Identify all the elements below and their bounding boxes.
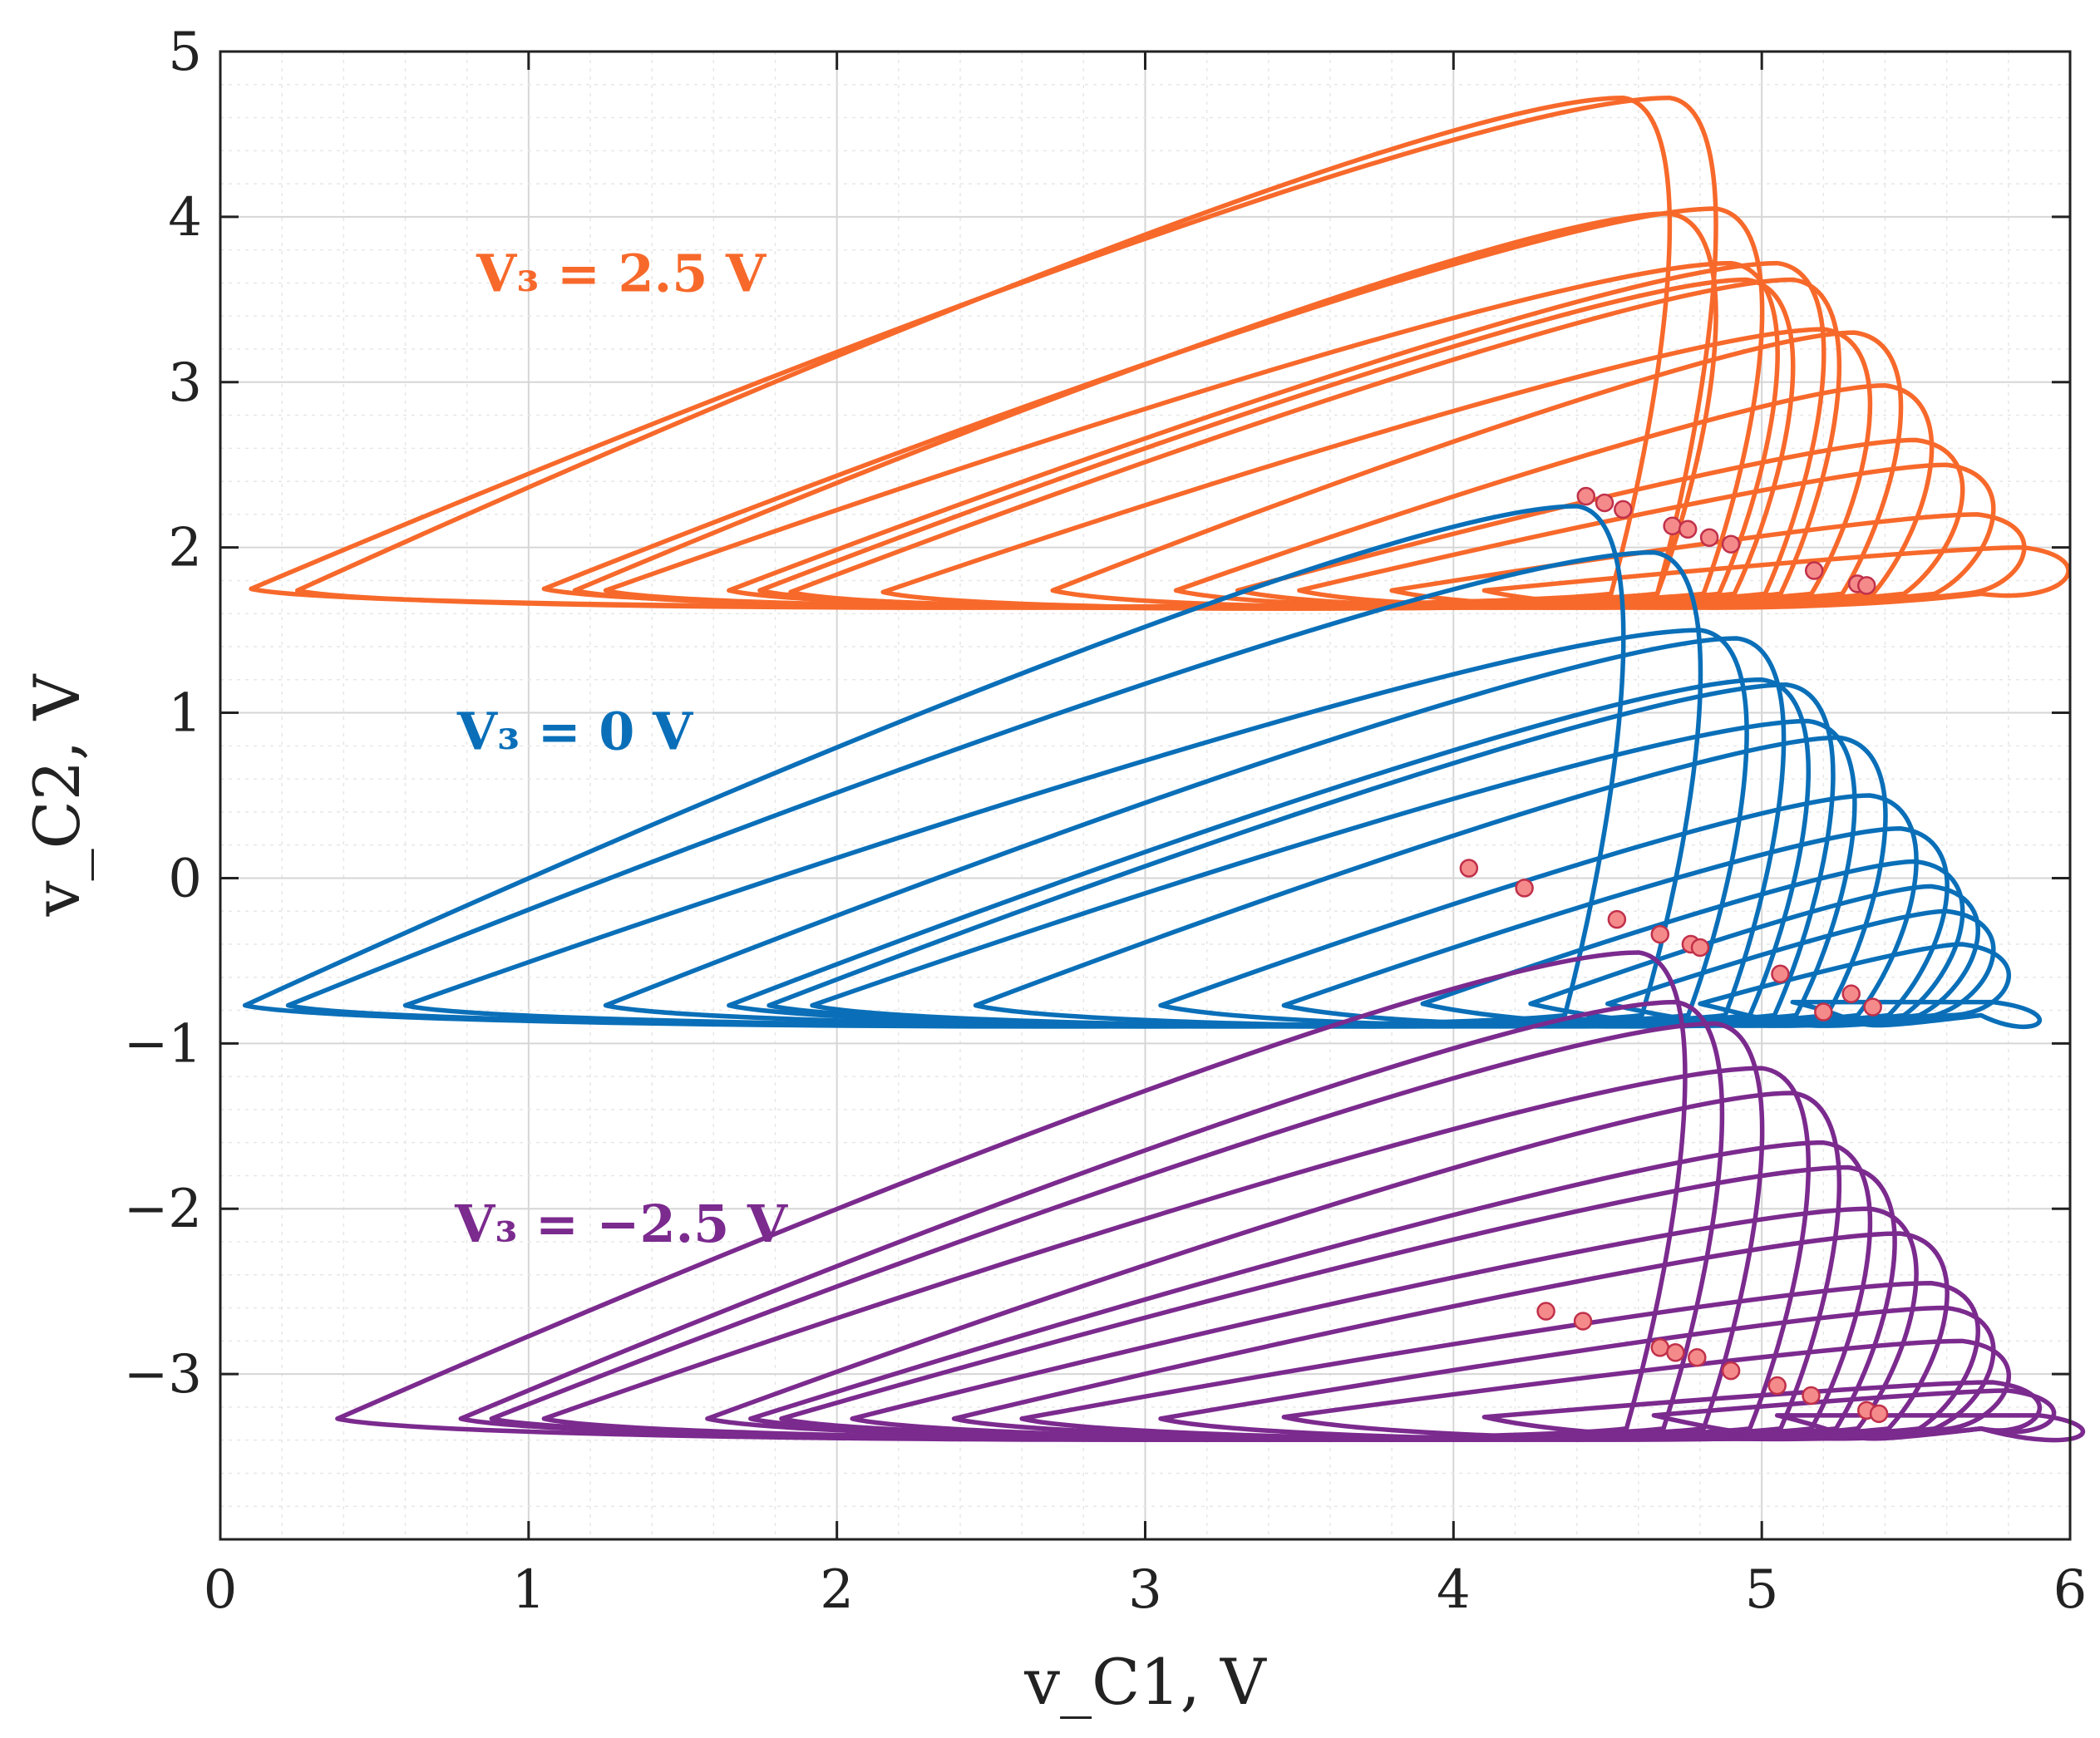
- x-tick-label: 3: [1128, 1559, 1162, 1621]
- y-tick-label: 1: [168, 683, 202, 745]
- y-axis-label: v_C2, V: [20, 674, 94, 918]
- y-tick-label: 4: [168, 187, 202, 249]
- marker-layer: [1459, 486, 1889, 1424]
- poincare-marker: [1650, 1338, 1670, 1357]
- poincare-marker: [1459, 859, 1479, 878]
- trajectory-loop: [880, 327, 1873, 611]
- poincare-marker: [1515, 879, 1534, 898]
- x-tick-label: 0: [204, 1559, 238, 1621]
- trajectory-loop: [1019, 1280, 1980, 1442]
- y-tick-label: −3: [124, 1344, 202, 1406]
- poincare-marker: [1814, 1002, 1833, 1022]
- trajectory-loop: [810, 718, 1857, 1029]
- poincare-marker: [1688, 1347, 1707, 1367]
- poincare-marker: [1802, 1386, 1821, 1406]
- trajectory-loop: [242, 504, 1626, 1029]
- poincare-marker: [1863, 997, 1882, 1017]
- poincare-marker: [1721, 1361, 1741, 1381]
- y-tick-label: 2: [168, 518, 202, 579]
- poincare-marker: [1666, 1343, 1685, 1362]
- poincare-marker: [1573, 1312, 1593, 1331]
- trajectory-loop: [402, 628, 1749, 1029]
- trajectory-loop: [1158, 1305, 1996, 1442]
- x-tick-label: 2: [820, 1559, 854, 1621]
- poincare-marker: [1857, 576, 1876, 595]
- y-tick-label: −1: [124, 1013, 202, 1075]
- tick-layer: 0 1 2 3 4 5 6 −3 −2 −1 0 1 2 3 4 5: [124, 22, 2088, 1621]
- series-2: [335, 950, 2086, 1443]
- trajectory-loop: [249, 95, 1718, 609]
- trajectory-loop: [1605, 908, 1996, 1028]
- trajectory-loop: [1281, 826, 1950, 1029]
- trajectory-loop: [973, 735, 1888, 1029]
- poincare-marker: [1690, 938, 1710, 958]
- series-annotation: V₃ = 2.5 V: [476, 244, 767, 304]
- trajectory-loop: [1698, 942, 2011, 1028]
- poincare-marker: [1699, 528, 1719, 547]
- poincare-marker: [1595, 493, 1614, 513]
- y-tick-label: 5: [168, 22, 202, 83]
- poincare-marker: [1771, 964, 1790, 984]
- series-1: [242, 504, 2043, 1030]
- label-layer: V₃ = 2.5 V V₃ = 0 V V₃ = −2.5 V v_C1, V v_C2…: [20, 244, 1267, 1720]
- poincare-marker: [1721, 534, 1741, 554]
- x-axis-label: v_C1, V: [1023, 1645, 1267, 1719]
- series-annotation: V₃ = 0 V: [456, 701, 693, 761]
- x-tick-label: 5: [1745, 1559, 1779, 1621]
- poincare-marker: [1607, 909, 1627, 929]
- x-tick-label: 6: [2053, 1559, 2088, 1621]
- y-tick-label: 0: [168, 848, 202, 909]
- y-tick-label: −2: [124, 1179, 202, 1240]
- series-0: [249, 95, 2071, 611]
- trajectory-loop: [1481, 544, 2071, 610]
- trajectory-loop: [767, 682, 1836, 1029]
- poincare-marker: [1767, 1376, 1787, 1396]
- poincare-marker: [1678, 519, 1698, 539]
- series-annotation: V₃ = −2.5 V: [454, 1194, 788, 1254]
- trajectory-loop: [1158, 793, 1919, 1029]
- trajectory-loop: [1420, 859, 1965, 1028]
- poincare-marker: [1663, 516, 1682, 536]
- y-tick-label: 3: [168, 352, 202, 414]
- poincare-marker: [1841, 984, 1861, 1003]
- poincare-marker: [1614, 500, 1633, 519]
- trajectory-loop: [1774, 1413, 2086, 1443]
- series-layer: [242, 95, 2086, 1443]
- trajectory-loop: [788, 277, 1842, 611]
- x-tick-label: 1: [511, 1559, 545, 1621]
- poincare-marker: [1576, 486, 1596, 506]
- trajectory-loop: [1050, 330, 1904, 610]
- poincare-marker: [1650, 924, 1670, 944]
- poincare-marker: [1869, 1404, 1889, 1424]
- poincare-marker: [1536, 1302, 1555, 1321]
- poincare-marker: [1804, 561, 1824, 580]
- trajectory-loop: [1790, 999, 2043, 1030]
- x-tick-label: 4: [1437, 1559, 1471, 1621]
